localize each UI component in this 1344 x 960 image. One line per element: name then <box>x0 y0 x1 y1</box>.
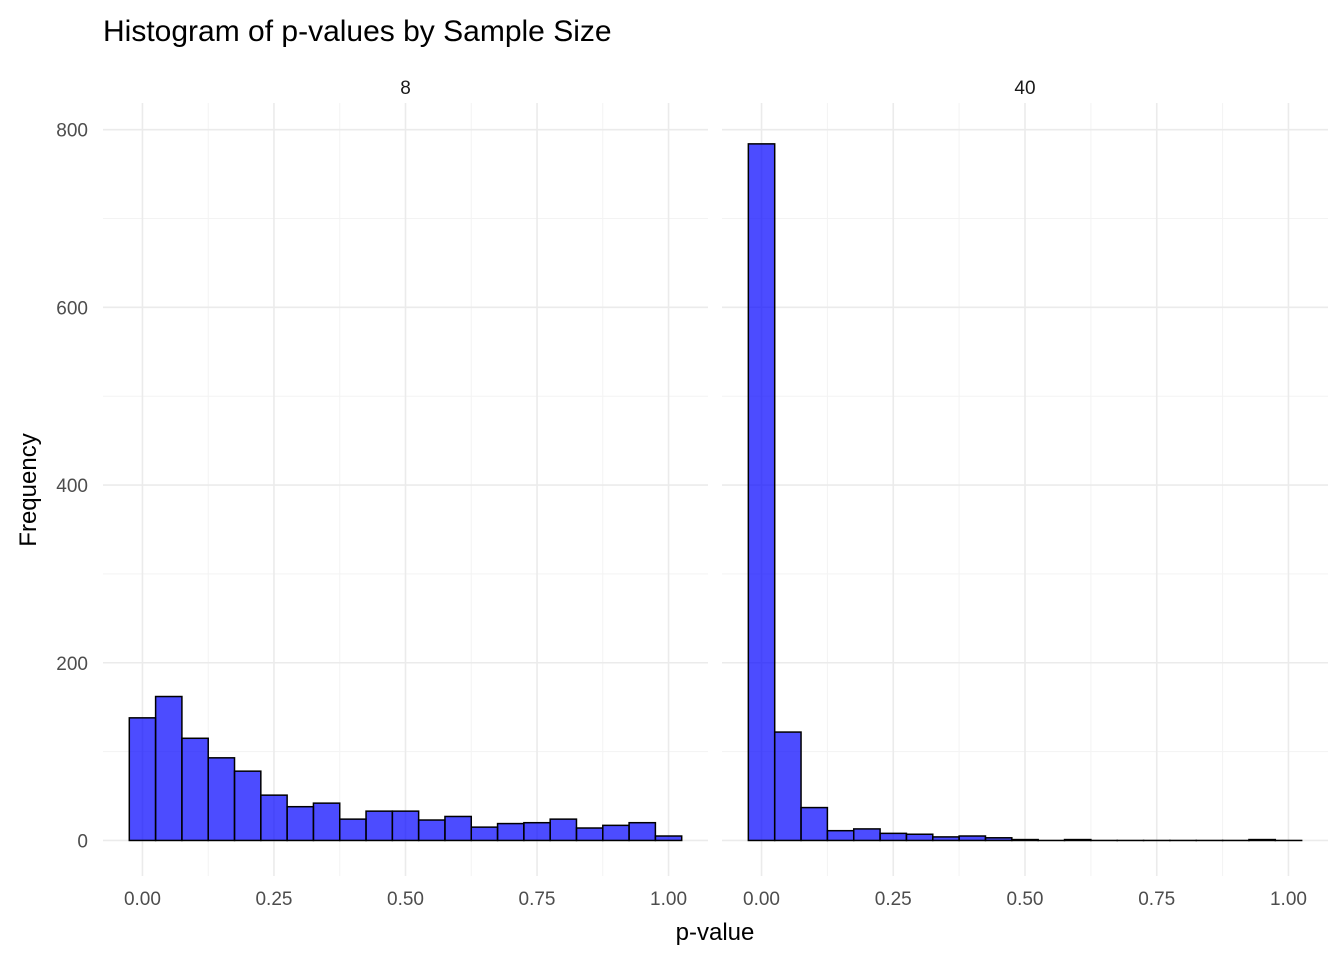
x-tick-label: 0.25 <box>255 889 292 910</box>
y-axis: 0 200 400 600 800 <box>56 121 88 853</box>
x-tick-label: 1.00 <box>1270 889 1307 910</box>
histogram-bar <box>444 815 473 842</box>
histogram-bar <box>628 821 657 842</box>
x-tick-label: 0.50 <box>1007 889 1044 910</box>
histogram-bar <box>338 818 367 842</box>
panels-group: 8 0.00 0.25 0.50 0.75 1.00 40 0.00 0.25 0.50 0.75 1… <box>103 78 1328 910</box>
histogram-bar <box>391 810 420 842</box>
histogram-bar <box>800 806 829 842</box>
histogram-bar <box>879 832 908 842</box>
histogram-bar <box>207 757 236 842</box>
histogram-bar <box>602 824 630 842</box>
histogram-bar <box>365 810 394 842</box>
histogram-bar <box>773 731 802 842</box>
y-tick-label: 800 <box>56 121 88 142</box>
histogram-bar <box>826 829 855 842</box>
panel-40: 40 0.00 0.25 0.50 0.75 1.00 <box>722 78 1328 910</box>
histogram-bar <box>260 794 288 842</box>
x-tick-label: 0.25 <box>875 889 912 910</box>
histogram-bar <box>523 821 551 842</box>
histogram-bar <box>654 835 683 842</box>
histogram-bar <box>312 802 341 842</box>
facet-strip-label: 8 <box>400 78 411 99</box>
y-axis-title: Frequency <box>15 433 42 546</box>
x-tick-label: 0.50 <box>387 889 424 910</box>
histogram-bar <box>233 770 262 842</box>
histogram-bar <box>932 836 960 842</box>
histogram-bar <box>575 827 604 842</box>
histogram-bar <box>286 805 315 842</box>
x-tick-label: 0.00 <box>124 889 161 910</box>
panel-8: 8 0.00 0.25 0.50 0.75 1.00 <box>103 78 708 910</box>
facet-strip-label: 40 <box>1014 78 1035 99</box>
histogram-bar <box>905 833 934 842</box>
y-tick-label: 600 <box>56 298 88 319</box>
histogram-bar <box>470 826 499 842</box>
histogram-bar <box>496 822 525 842</box>
x-axis-title: p-value <box>676 919 755 946</box>
chart-title: Histogram of p-values by Sample Size <box>103 15 612 48</box>
histogram-bar <box>549 818 578 842</box>
y-tick-label: 0 <box>77 831 88 852</box>
x-tick-label: 0.75 <box>1138 889 1175 910</box>
x-tick-label: 0.75 <box>519 889 556 910</box>
y-tick-label: 400 <box>56 476 88 497</box>
histogram-bar <box>984 837 1013 842</box>
histogram-bar <box>128 717 157 842</box>
histogram-bar <box>747 143 776 842</box>
x-tick-label: 1.00 <box>650 889 687 910</box>
histogram-bar <box>1248 838 1277 842</box>
histogram-bar <box>852 828 881 842</box>
histogram-bar <box>417 819 446 842</box>
histogram-bar <box>958 835 987 842</box>
histogram-bar <box>181 737 209 842</box>
histogram-bar <box>154 695 183 842</box>
y-tick-label: 200 <box>56 654 88 675</box>
x-tick-label: 0.00 <box>743 889 780 910</box>
histogram-bar <box>1063 838 1092 842</box>
histogram-bar <box>1011 838 1039 842</box>
